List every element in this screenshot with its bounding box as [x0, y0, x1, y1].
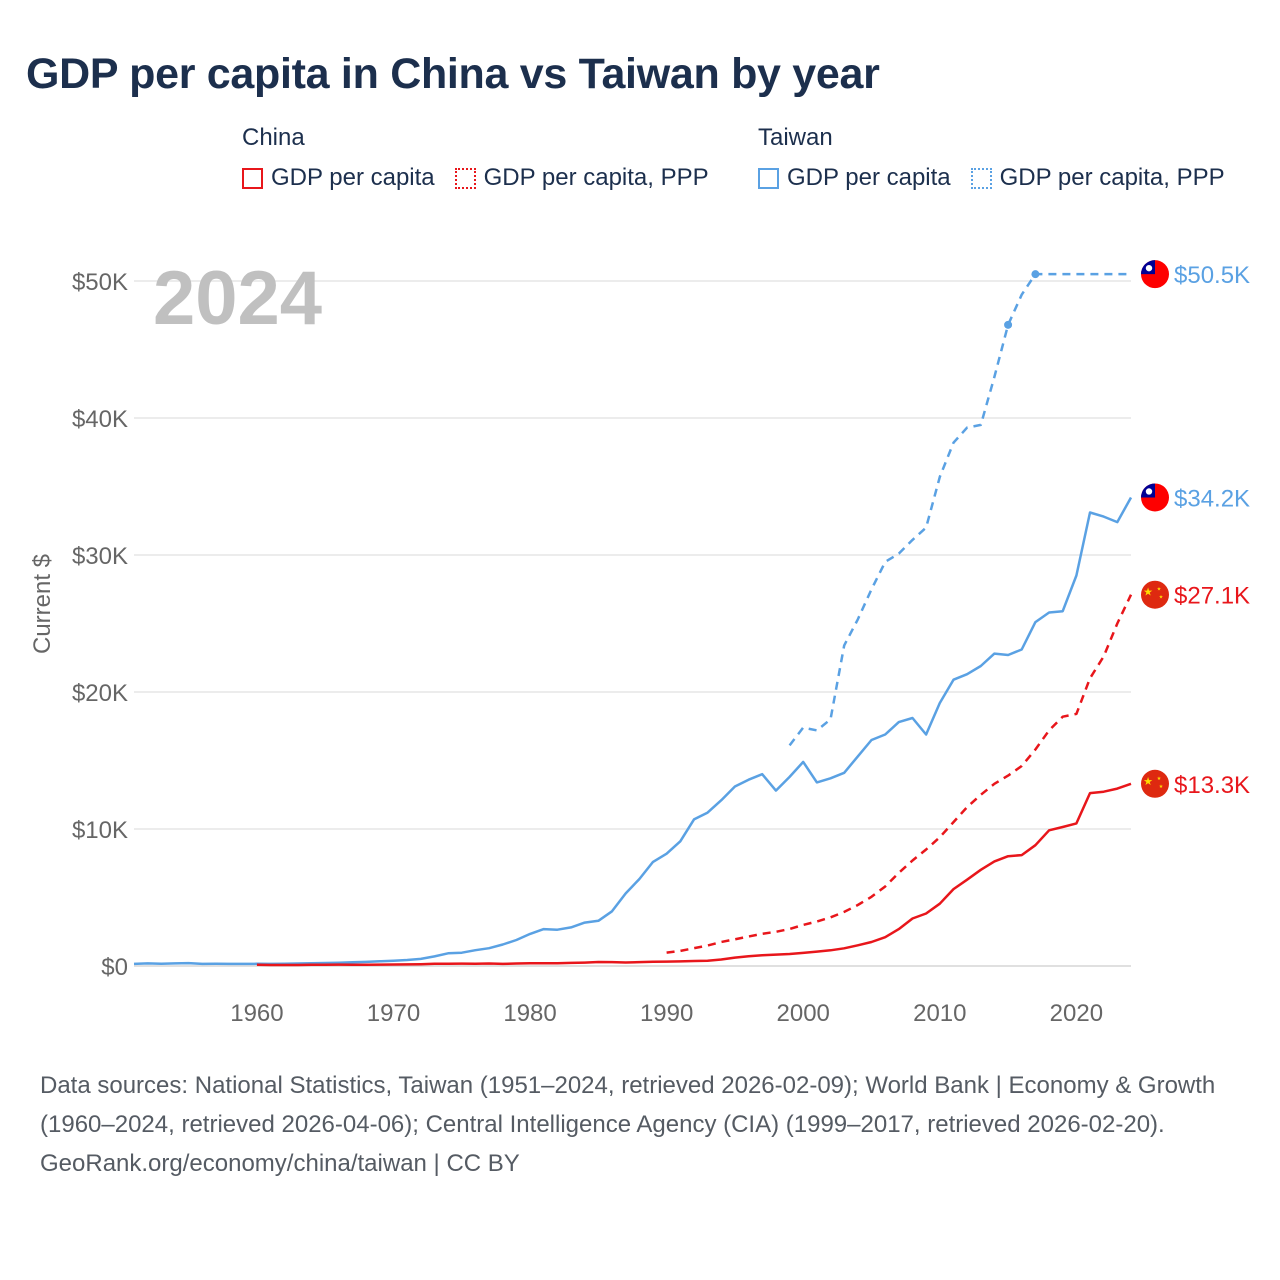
svg-text:★: ★ [1159, 784, 1164, 790]
swatch-china-ppp [454, 167, 476, 189]
legend-taiwan: Taiwan GDP per capita GDP per capita, PP… [758, 124, 1225, 192]
swatch-taiwan-ppp [970, 167, 992, 189]
svg-text:★: ★ [1159, 595, 1164, 601]
svg-text:★: ★ [1143, 586, 1153, 599]
y-tick-label: $30K [72, 543, 128, 570]
series-line-china-gdp-per-capita-ppp[interactable] [666, 594, 1133, 954]
swatch-taiwan-gdp [758, 167, 779, 189]
swatch-china-gdp [242, 167, 263, 189]
svg-text:★: ★ [1157, 587, 1162, 593]
y-tick-label: $20K [72, 680, 128, 707]
x-tick-label: 1960 [230, 1000, 283, 1027]
y-tick-label: $40K [72, 406, 128, 433]
x-tick-label: 2020 [1050, 1000, 1103, 1027]
legend-china-gdp[interactable]: GDP per capita [242, 164, 435, 192]
legend-china-title: China [242, 124, 305, 151]
x-tick-label: 2000 [777, 1000, 830, 1027]
x-tick-label: 1970 [367, 1000, 420, 1027]
china-flag-icon: ★ ★ ★ [1141, 580, 1169, 609]
attribution[interactable]: GeoRank.org/economy/china/taiwan | CC BY [40, 1150, 520, 1177]
svg-text:★: ★ [1157, 776, 1162, 782]
china-flag-icon: ★ ★ ★ [1141, 769, 1169, 798]
end-value-label: $34.2K [1174, 485, 1250, 512]
axes: $0 $10K $20K $30K $40K $50K 1960 1970 1980 1990 20… [72, 269, 1103, 1027]
end-labels: $34.2K $50.5K ★ ★ ★ $13.3K ★ ★ ★ $27.1K [1141, 260, 1250, 799]
end-value-label: $13.3K [1174, 772, 1250, 799]
svg-text:★: ★ [1143, 775, 1153, 788]
legend-china-ppp[interactable]: GDP per capita, PPP [454, 164, 709, 192]
grid [134, 280, 1131, 967]
legend-china-gdp-label: GDP per capita [271, 164, 435, 191]
x-tick-label: 2010 [913, 1000, 966, 1027]
legend-taiwan-title: Taiwan [758, 124, 833, 151]
legend-taiwan-gdp-label: GDP per capita [787, 164, 951, 191]
y-tick-label: $10K [72, 817, 128, 844]
series-line-taiwan-gdp-per-capita[interactable] [133, 496, 1133, 966]
legend-taiwan-gdp[interactable]: GDP per capita [758, 164, 951, 192]
y-tick-label: $50K [72, 269, 128, 296]
end-value-label: $27.1K [1174, 583, 1250, 610]
taiwan-flag-icon [1141, 260, 1169, 289]
data-point-marker[interactable] [1031, 270, 1040, 279]
legend-china-ppp-label: GDP per capita, PPP [483, 164, 709, 191]
series-line-taiwan-gdp-per-capita-ppp[interactable] [788, 272, 1131, 747]
legend-china: China GDP per capita GDP per capita, PPP [242, 124, 709, 192]
x-tick-label: 1990 [640, 1000, 693, 1027]
data-point-marker[interactable] [1004, 320, 1013, 329]
y-axis-title: Current $ [29, 554, 56, 654]
series-line-china-gdp-per-capita[interactable] [256, 782, 1132, 967]
year-overlay: 2024 [153, 256, 322, 341]
chart-title: GDP per capita in China vs Taiwan by yea… [26, 50, 880, 98]
end-value-label: $50.5K [1174, 262, 1250, 289]
footer: Data sources: National Statistics, Taiwa… [40, 1066, 1240, 1183]
taiwan-flag-icon [1141, 483, 1169, 512]
series [133, 270, 1133, 967]
y-tick-label: $0 [101, 954, 128, 981]
x-tick-label: 1980 [503, 1000, 556, 1027]
data-sources: Data sources: National Statistics, Taiwa… [40, 1072, 1216, 1138]
legend-taiwan-ppp[interactable]: GDP per capita, PPP [970, 164, 1225, 192]
line-chart: 2024 Current $ $0 $10K $20K $30K $40K $50K 196… [29, 256, 1250, 1027]
legend-taiwan-ppp-label: GDP per capita, PPP [999, 164, 1225, 191]
